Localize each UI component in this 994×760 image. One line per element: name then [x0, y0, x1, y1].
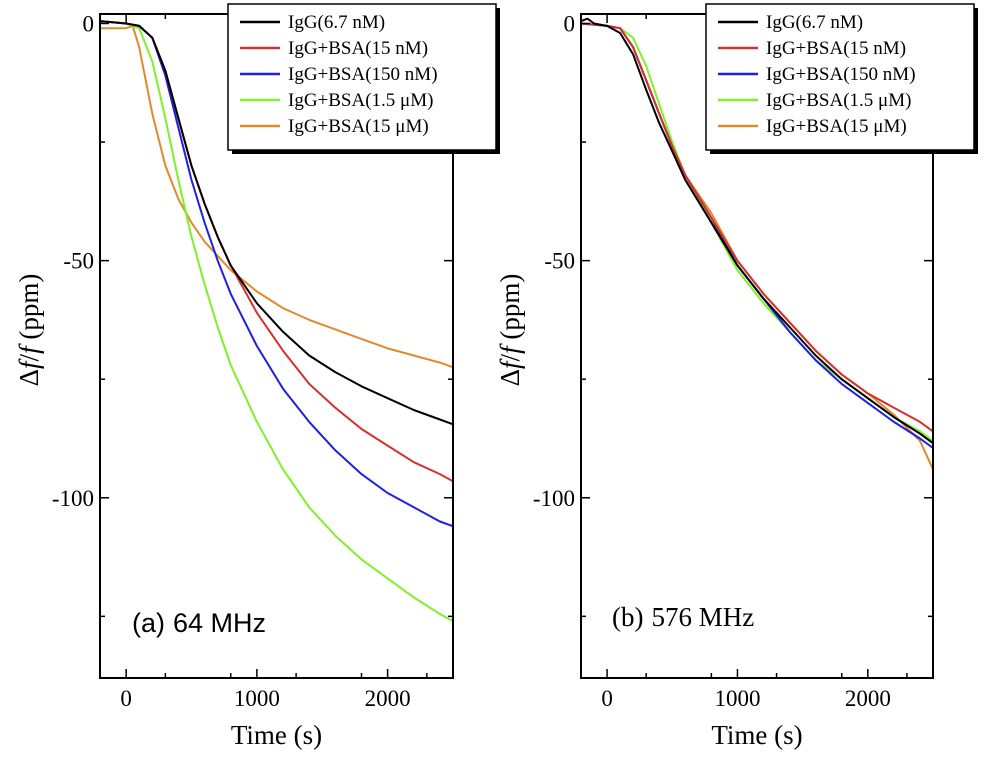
y-axis-label-part: (ppm) [14, 274, 44, 347]
legend-label-5: IgG+BSA(15 μM) [766, 116, 907, 137]
series-group [581, 17, 933, 471]
series-line-1 [100, 20, 453, 426]
legend-label-4: IgG+BSA(1.5 μM) [766, 90, 911, 111]
series-group [100, 20, 453, 623]
y-axis-label: Δf/f (ppm) [495, 274, 525, 387]
y-axis-label-part: f [14, 343, 44, 354]
legend-label-4: IgG+BSA(1.5 μM) [288, 90, 433, 111]
legend-label-1: IgG(6.7 nM) [288, 12, 385, 33]
y-tick-label: -100 [52, 486, 94, 511]
y-axis-label-part: / [14, 353, 44, 361]
y-tick-label: -100 [533, 486, 575, 511]
y-axis-label-part: / [495, 353, 525, 361]
x-tick-label: 2000 [845, 686, 891, 711]
legend-label-1: IgG(6.7 nM) [766, 12, 863, 33]
x-tick-label: 1000 [234, 686, 280, 711]
y-tick-label: -50 [544, 249, 575, 274]
legend-label-2: IgG+BSA(15 nM) [288, 38, 428, 59]
y-axis-label-part: f [495, 343, 525, 354]
legend: IgG(6.7 nM) IgG+BSA(15 nM) IgG+BSA(150 nM)… [227, 3, 500, 154]
x-axis-label: Time (s) [231, 720, 322, 750]
panel-letter: (a) [132, 608, 165, 638]
y-axis-label-part: (ppm) [495, 274, 525, 347]
panel-letter: (b) [612, 602, 643, 632]
legend-label-3: IgG+BSA(150 nM) [766, 64, 916, 85]
y-axis-label-part: f [14, 358, 44, 369]
chart-panel-a: 0 1000 2000 0 -50 -100 Time (s) Δf/f (ppm) (a) 64… [14, 3, 500, 750]
panel-title: 64 MHz [173, 608, 266, 638]
chart-panel-b: 0 1000 2000 0 -50 -100 Time (s) Δf/f (ppm) (b) 57… [495, 3, 978, 750]
legend: IgG(6.7 nM) IgG+BSA(15 nM) IgG+BSA(150 nM)… [705, 3, 978, 154]
y-tick-label: 0 [83, 11, 95, 36]
series-line-2 [581, 22, 933, 433]
y-axis-label-part: f [495, 358, 525, 369]
y-axis-label-part: Δ [495, 369, 525, 386]
series-line-5 [100, 24, 453, 369]
x-tick-label: 2000 [365, 686, 411, 711]
series-line-4 [100, 20, 453, 623]
legend-label-2: IgG+BSA(15 nM) [766, 38, 906, 59]
y-axis-label-part: Δ [14, 369, 44, 386]
panel-title: 576 MHz [651, 602, 754, 632]
legend-label-5: IgG+BSA(15 μM) [288, 116, 429, 137]
y-tick-label: 0 [564, 11, 576, 36]
y-axis-label: Δf/f (ppm) [14, 274, 44, 387]
panel-label: (a) 64 MHz [132, 608, 266, 638]
x-tick-label: 0 [120, 686, 132, 711]
series-line-1 [581, 17, 933, 445]
panel-label: (b) 576 MHz [612, 602, 754, 632]
x-tick-label: 0 [601, 686, 613, 711]
x-axis-label: Time (s) [711, 720, 802, 750]
y-tick-label: -50 [63, 249, 94, 274]
legend-label-3: IgG+BSA(150 nM) [288, 64, 438, 85]
x-tick-label: 1000 [714, 686, 760, 711]
